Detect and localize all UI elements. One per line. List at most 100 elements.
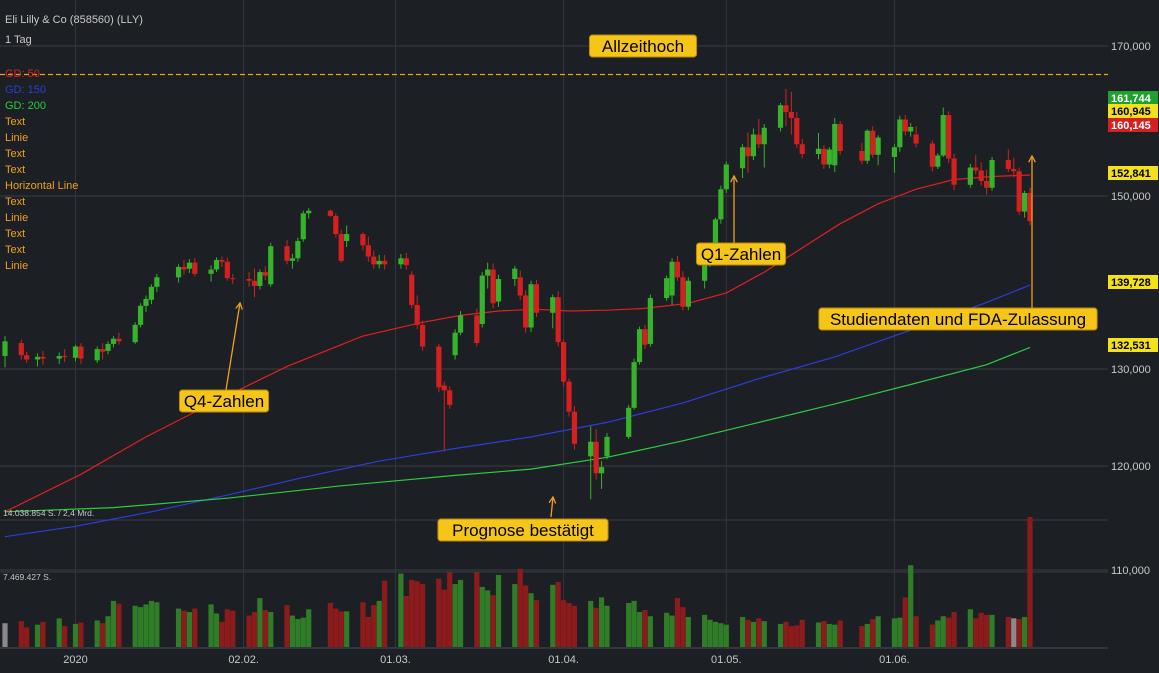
candle-body	[604, 436, 610, 457]
candle-body	[382, 260, 388, 265]
candle-body	[1005, 160, 1011, 169]
candle-body	[761, 127, 767, 145]
candle-body	[523, 295, 529, 328]
candle-body	[973, 167, 979, 171]
volume-bar	[588, 600, 594, 647]
volume-bar	[859, 626, 865, 647]
volume-bar	[680, 607, 686, 647]
volume-bar	[837, 620, 843, 647]
volume-last-label: 7.469.427 S.	[3, 572, 51, 582]
candle-body	[832, 124, 838, 166]
legend-item: Linie	[5, 212, 28, 224]
candle-body	[490, 269, 496, 304]
candle-body	[951, 158, 957, 185]
volume-bar	[213, 613, 220, 647]
volume-bar	[447, 572, 453, 647]
candle-body	[794, 118, 800, 145]
volume-bar	[815, 622, 822, 647]
volume-bar	[24, 627, 30, 647]
candle-body	[967, 167, 973, 185]
volume-bar	[761, 621, 767, 647]
candle-body	[132, 324, 138, 343]
candle-body	[799, 144, 805, 154]
volume-bar	[826, 623, 832, 647]
legend-item: Text	[5, 244, 25, 256]
chart-title: Eli Lilly & Co (858560) (LLY)	[5, 14, 143, 26]
volume-bar	[685, 616, 691, 647]
candle-body	[1021, 193, 1028, 212]
candle-body	[739, 147, 746, 169]
candle-body	[745, 147, 751, 157]
volume-average-label: 14.038.854 S. / 2,4 Mrd.	[3, 508, 94, 518]
candle-body	[935, 155, 941, 167]
y-tick-label: 120,000	[1111, 461, 1151, 473]
x-tick-label: 01.06.	[879, 654, 910, 666]
candle-body	[403, 258, 409, 266]
price-label-box	[1108, 275, 1158, 289]
candle-body	[284, 246, 290, 261]
volume-bar	[783, 621, 789, 647]
volume-bar	[756, 618, 762, 647]
price-label: 160,145	[1111, 120, 1151, 132]
volume-bar	[327, 602, 333, 647]
volume-bar	[935, 620, 941, 647]
volume-bar	[664, 612, 670, 647]
annotation-box	[178, 389, 270, 413]
candle-body	[517, 277, 523, 296]
x-tick-label: 01.04.	[548, 654, 579, 666]
candle-body	[864, 130, 870, 161]
volume-bar	[143, 604, 149, 647]
candle-body	[246, 279, 252, 281]
legend-item: Text	[5, 228, 25, 240]
candle-body	[257, 272, 263, 286]
candle-body	[78, 346, 84, 359]
x-tick-label: 02.02.	[228, 654, 259, 666]
price-label-box	[1108, 91, 1158, 105]
candle-body	[642, 329, 648, 345]
volume-bar	[100, 623, 106, 647]
candle-body	[674, 261, 681, 278]
candle-body	[940, 115, 946, 156]
price-label-box	[1108, 166, 1158, 180]
candle-body	[788, 112, 794, 118]
candle-body	[929, 143, 935, 167]
price-label: 139,728	[1111, 277, 1151, 289]
candle-body	[338, 234, 344, 261]
candle-body	[72, 346, 79, 358]
volume-bar	[409, 579, 415, 647]
volume-bar	[951, 612, 957, 647]
candle-body	[593, 441, 599, 474]
volume-bar	[984, 614, 990, 647]
x-tick-label: 01.03.	[380, 654, 411, 666]
candle-body	[875, 137, 881, 155]
candle-body	[560, 342, 567, 382]
price-label: 161,744	[1111, 93, 1152, 105]
volume-bar	[34, 624, 41, 647]
candle-body	[34, 356, 41, 360]
volume-bar	[799, 619, 805, 647]
volume-bar	[365, 616, 371, 647]
volume-bar	[268, 612, 274, 647]
candle-body	[664, 278, 670, 299]
volume-bar	[306, 609, 312, 647]
volume-bar	[1027, 517, 1033, 647]
volume-bar	[571, 605, 578, 647]
volume-bar	[636, 612, 643, 647]
volume-bar	[550, 584, 556, 647]
candle-body	[56, 356, 62, 359]
volume-bar	[284, 605, 290, 647]
candle-body	[224, 261, 230, 279]
volume-bar	[875, 616, 881, 647]
volume-bar	[56, 618, 62, 647]
volume-bar	[436, 578, 442, 647]
candle-body	[512, 268, 518, 280]
volume-bar	[642, 609, 648, 647]
y-tick-label: 150,000	[1111, 191, 1151, 203]
volume-bar	[295, 619, 301, 647]
candle-body	[457, 315, 464, 333]
candle-body	[344, 234, 350, 241]
legend-item: Text	[5, 196, 25, 208]
candle-body	[365, 245, 371, 257]
candle-body	[870, 130, 876, 155]
volume-bar	[517, 568, 523, 647]
